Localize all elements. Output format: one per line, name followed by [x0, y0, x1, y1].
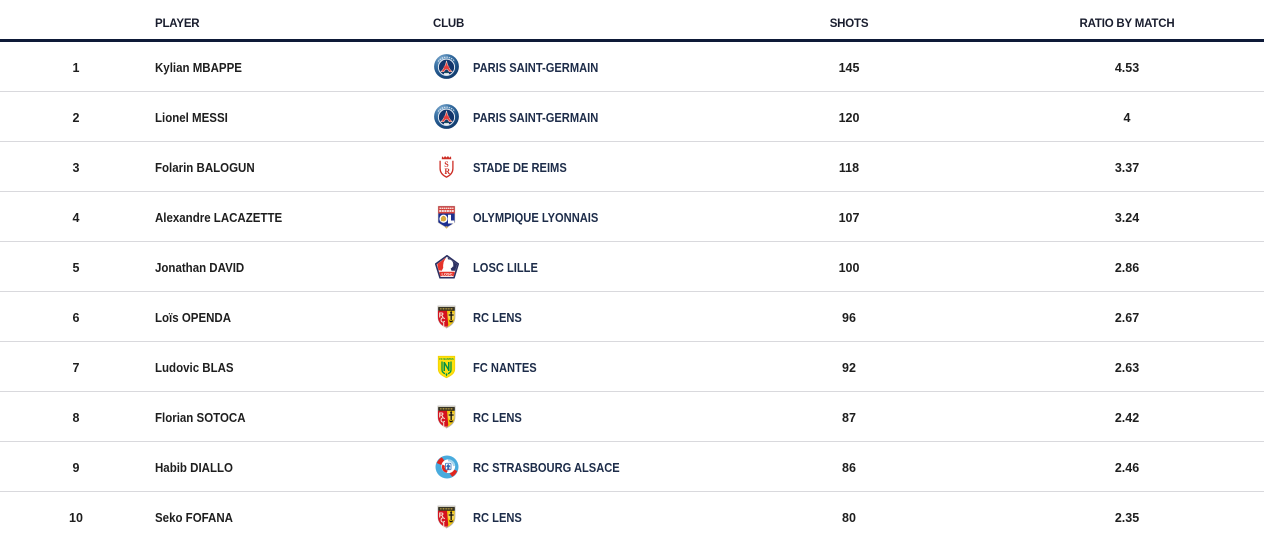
svg-text:R: R [444, 167, 450, 176]
svg-text:LOSC: LOSC [441, 271, 452, 276]
svg-text:L: L [443, 422, 448, 429]
svg-text:S: S [444, 160, 449, 169]
svg-text:C: C [440, 517, 445, 524]
svg-text:R: R [439, 512, 444, 519]
svg-text:R: R [439, 312, 444, 319]
svg-text:L: L [443, 322, 448, 329]
svg-text:L: L [443, 522, 448, 529]
svg-text:FC NANTES: FC NANTES [439, 357, 454, 360]
svg-text:C: C [440, 317, 445, 324]
svg-text:R: R [439, 412, 444, 419]
svg-text:C: C [440, 417, 445, 424]
